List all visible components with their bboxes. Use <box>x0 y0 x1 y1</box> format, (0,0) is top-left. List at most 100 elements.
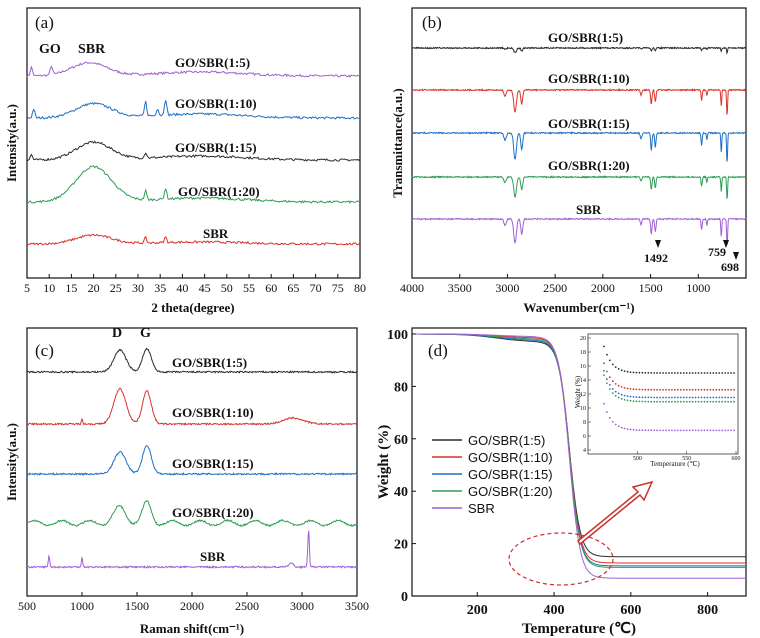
inset-point <box>733 372 735 374</box>
inset-point <box>685 400 688 403</box>
inset-point <box>730 429 732 432</box>
inset-ytick-label: 14 <box>580 378 586 384</box>
panel-d-inset: 500 550 600 4 6 8 10 12 14 16 18 20 Temperature (℃)… <box>574 333 741 468</box>
inset-point <box>706 372 709 374</box>
d-legend-label-1: GO/SBR(1:5) <box>468 433 545 448</box>
panel-c-ylabel: Intensity(a.u.) <box>4 423 19 501</box>
inset-point <box>617 368 620 370</box>
a-curve-2 <box>26 100 361 120</box>
panel-d-ylabel: Weight (%) <box>376 425 392 500</box>
inset-ticks: 500 550 600 4 6 8 10 12 14 16 18 20 <box>580 336 741 462</box>
d-highlight-ellipse <box>508 532 614 586</box>
c-xtick-label: 2000 <box>180 599 204 613</box>
panel-a-label: (a) <box>35 13 54 32</box>
inset-point <box>674 429 676 432</box>
a-xtick-label: 45 <box>199 281 211 295</box>
inset-point <box>647 396 650 399</box>
inset-point <box>691 400 694 403</box>
inset-point <box>715 388 718 391</box>
inset-point <box>691 372 694 374</box>
panel-a-xrd: 5 10 15 20 25 30 35 40 45 50 55 60 65 70 75 80 (a) GO S… <box>4 7 366 315</box>
b-curve-2 <box>411 88 746 115</box>
inset-point <box>679 400 682 403</box>
inset-ytick-label: 16 <box>580 364 586 370</box>
inset-point <box>712 429 715 432</box>
c-xtick-label: 1000 <box>70 599 94 613</box>
d-callout-arrow <box>576 480 654 546</box>
inset-point <box>709 429 712 432</box>
inset-point <box>674 400 676 403</box>
c-series-label-4: GO/SBR(1:20) <box>172 505 254 520</box>
a-xtick-label: 75 <box>332 281 344 295</box>
inset-point <box>641 429 644 432</box>
inset-point <box>662 396 664 399</box>
inset-point <box>614 383 617 385</box>
inset-point <box>721 396 724 399</box>
inset-point <box>694 396 697 399</box>
inset-point <box>665 388 667 391</box>
panel-a-ticks: 5 10 15 20 25 30 35 40 45 50 55 60 65 70 75 80 <box>24 274 366 295</box>
d-legend-label-4: GO/SBR(1:20) <box>468 484 553 499</box>
panel-a-frame <box>26 7 361 279</box>
inset-point <box>718 429 721 432</box>
inset-point <box>688 396 691 399</box>
panel-d-frame <box>411 327 747 597</box>
panel-c-d-annotation: D <box>112 326 122 341</box>
inset-point <box>724 372 727 374</box>
inset-point <box>676 429 679 432</box>
a-xtick-label: 20 <box>88 281 100 295</box>
inset-point <box>724 396 727 399</box>
b-xtick-label: 2500 <box>543 281 567 295</box>
b-arrow-698 <box>733 252 739 260</box>
d-legend-label-5: SBR <box>468 501 495 516</box>
panel-a-go-annotation: GO <box>39 42 61 57</box>
inset-point <box>662 400 664 403</box>
inset-point <box>718 388 721 391</box>
inset-point <box>730 372 732 374</box>
inset-point <box>712 400 715 403</box>
panel-a-xlabel: 2 theta(degree) <box>151 300 234 315</box>
a-series-label-4: GO/SBR(1:20) <box>178 184 260 199</box>
inset-point <box>608 384 611 386</box>
d-xtick-label: 200 <box>467 603 488 618</box>
inset-point <box>721 400 724 403</box>
d-ytick-label: 80 <box>394 380 408 395</box>
inset-point <box>733 400 735 403</box>
inset-point <box>671 372 673 374</box>
b-curve-5 <box>411 217 747 246</box>
panel-a-sbr-annotation: SBR <box>78 42 106 57</box>
panel-c-ticks: 500 1000 1500 2000 2500 3000 3500 <box>18 592 369 613</box>
panel-b-xlabel: Wavenumber(cm⁻¹) <box>523 300 634 315</box>
b-curve-1 <box>411 46 747 55</box>
c-curve-3 <box>26 445 358 476</box>
panel-d-xlabel: Temperature (℃) <box>522 621 636 637</box>
a-series-label-2: GO/SBR(1:10) <box>175 96 257 111</box>
inset-point <box>614 390 617 393</box>
inset-point <box>694 429 697 432</box>
inset-point <box>674 372 676 374</box>
inset-point <box>697 388 700 391</box>
a-xtick-label: 70 <box>310 281 322 295</box>
inset-point <box>697 396 700 399</box>
inset-point <box>703 388 706 391</box>
c-curve-4 <box>26 500 358 528</box>
inset-point <box>730 388 732 391</box>
inset-point <box>700 429 703 432</box>
inset-point <box>629 388 632 390</box>
inset-point <box>644 400 647 403</box>
inset-point <box>682 388 685 391</box>
inset-point <box>614 394 617 397</box>
b-arrow-759 <box>723 240 729 248</box>
inset-point <box>700 396 703 399</box>
inset-point <box>694 372 697 374</box>
inset-point <box>703 429 706 432</box>
inset-point <box>665 400 667 403</box>
inset-point <box>632 396 635 398</box>
inset-point <box>727 372 729 374</box>
inset-point <box>671 400 673 403</box>
inset-point <box>641 400 644 403</box>
inset-point <box>603 374 605 376</box>
inset-point <box>659 429 661 432</box>
inset-point <box>685 372 688 374</box>
inset-point <box>688 372 691 374</box>
